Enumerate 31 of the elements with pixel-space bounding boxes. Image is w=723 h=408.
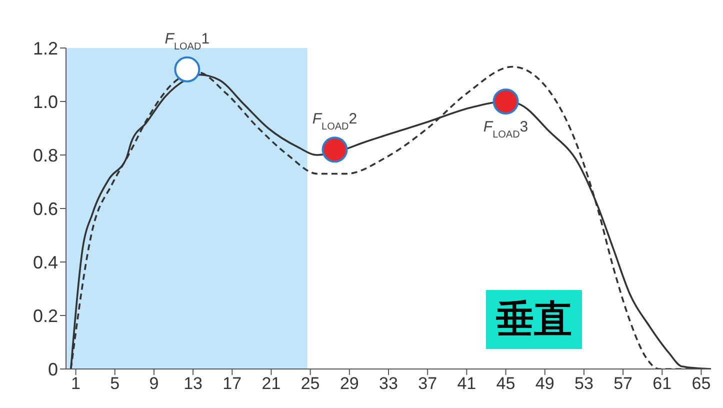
x-tick-label: 65 bbox=[692, 374, 711, 394]
x-tick-label: 29 bbox=[340, 374, 359, 394]
x-tick-label: 57 bbox=[614, 374, 633, 394]
y-tick-label: 0 bbox=[48, 359, 58, 380]
annotation: F$_{LOAD}$3 bbox=[483, 118, 528, 140]
x-tick-label: 13 bbox=[184, 374, 203, 394]
y-tick-label: 0.2 bbox=[32, 306, 58, 326]
x-tick-label: 61 bbox=[652, 374, 672, 394]
y-tick-label: 0.6 bbox=[32, 198, 58, 219]
x-tick-label: 41 bbox=[457, 374, 476, 394]
annotation: 垂直 bbox=[486, 290, 582, 349]
y-tick-label: 0.8 bbox=[32, 145, 58, 166]
x-tick-label: 33 bbox=[379, 374, 398, 394]
annotation: F$_{LOAD}$2 bbox=[312, 110, 358, 132]
x-tick-label: 21 bbox=[262, 374, 281, 394]
annotation: F$_{LOAD}$1 bbox=[164, 30, 210, 52]
x-tick-label: 49 bbox=[535, 374, 554, 394]
point bbox=[322, 136, 348, 163]
y-tick-label: 1.2 bbox=[32, 38, 58, 58]
y-tick-label: 0.4 bbox=[32, 252, 58, 272]
x-tick-label: 1 bbox=[71, 374, 81, 394]
x-tick-label: 25 bbox=[300, 374, 320, 394]
x-tick-label: 17 bbox=[222, 374, 242, 394]
x-tick-label: 5 bbox=[110, 374, 120, 394]
x-tick-label: 53 bbox=[574, 374, 594, 394]
y-tick-label: 1.0 bbox=[32, 92, 58, 112]
point bbox=[174, 56, 200, 82]
x-tick-label: 9 bbox=[149, 374, 159, 394]
x-tick-label: 37 bbox=[418, 374, 438, 394]
x-tick-label: 45 bbox=[496, 374, 516, 394]
point bbox=[492, 88, 519, 114]
